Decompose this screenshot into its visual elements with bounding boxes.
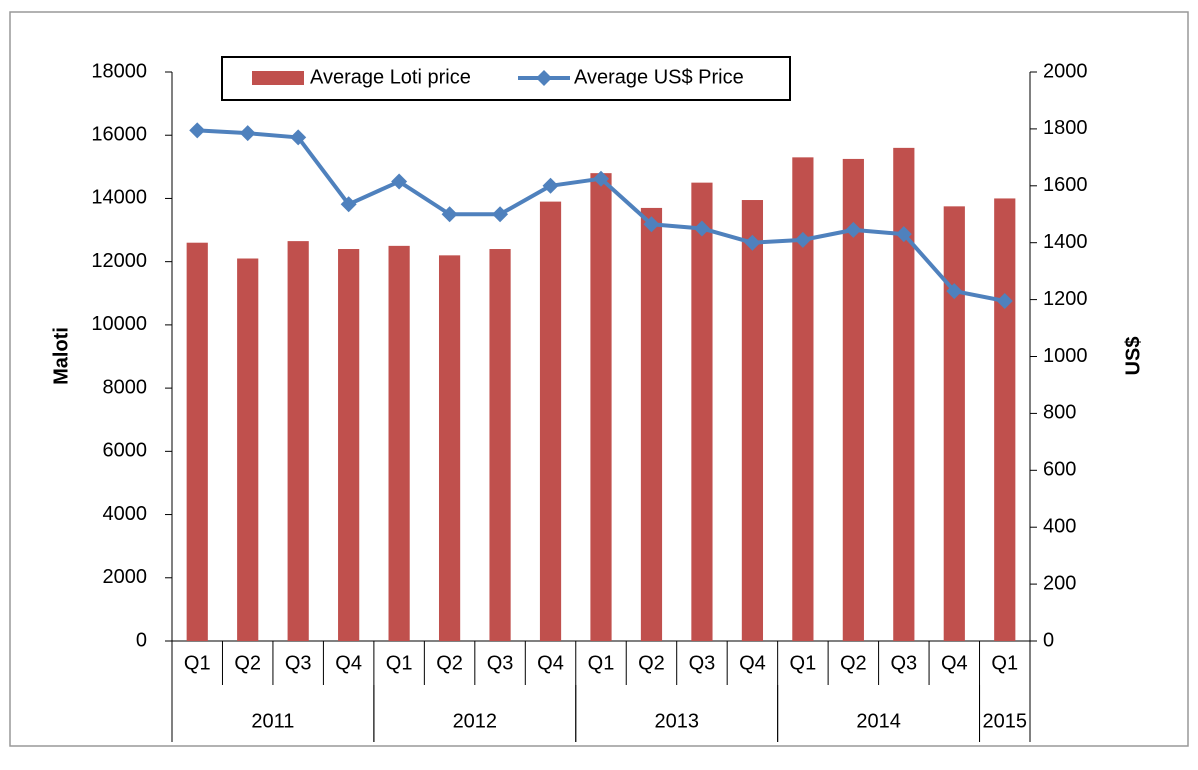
x-tick-label: Q4 xyxy=(941,652,968,674)
x-tick-label: Q3 xyxy=(487,652,514,674)
y-tick-label: 10000 xyxy=(91,313,147,335)
bar xyxy=(539,201,562,641)
bar xyxy=(438,255,461,641)
line-marker xyxy=(189,122,206,139)
x-tick-label: Q3 xyxy=(890,652,917,674)
legend-swatch xyxy=(252,71,304,85)
line-marker xyxy=(996,293,1013,310)
group-label: 2012 xyxy=(453,710,498,732)
y-tick-label: 18000 xyxy=(91,60,147,82)
line-marker xyxy=(744,234,761,251)
y-tick-label: 16000 xyxy=(91,124,147,146)
line-marker xyxy=(895,226,912,243)
bar xyxy=(842,158,864,642)
line-marker xyxy=(845,221,862,238)
y2-tick-label: 1400 xyxy=(1043,231,1088,253)
x-tick-label: Q4 xyxy=(335,652,362,674)
bar xyxy=(893,147,915,641)
line-marker xyxy=(290,129,307,146)
legend-label: Average Loti price xyxy=(310,66,471,88)
y-tick-label: 8000 xyxy=(103,376,148,398)
y-tick-label: 14000 xyxy=(91,187,147,209)
bar xyxy=(994,198,1016,641)
y2-tick-label: 0 xyxy=(1043,629,1054,651)
y2-tick-label: 1000 xyxy=(1043,345,1088,367)
line-marker xyxy=(643,216,660,233)
legend-label: Average US$ Price xyxy=(574,66,744,88)
bar xyxy=(741,200,764,641)
line-marker xyxy=(693,220,710,237)
bar xyxy=(338,249,360,641)
bar xyxy=(186,242,208,641)
line-marker xyxy=(492,206,509,223)
y2-tick-label: 1600 xyxy=(1043,174,1088,196)
bar xyxy=(691,182,713,641)
x-tick-label: Q2 xyxy=(234,652,261,674)
y-axis-title: Maloti xyxy=(50,327,72,385)
x-tick-label: Q3 xyxy=(285,652,312,674)
x-tick-label: Q1 xyxy=(184,652,211,674)
x-tick-label: Q1 xyxy=(790,652,817,674)
line-marker xyxy=(593,170,609,187)
line-marker xyxy=(794,231,811,248)
x-tick-label: Q2 xyxy=(436,652,463,674)
x-tick-label: Q3 xyxy=(689,652,716,674)
y2-tick-label: 1200 xyxy=(1043,288,1088,310)
legend-box xyxy=(221,56,791,101)
bar xyxy=(237,258,259,641)
bar xyxy=(792,157,814,641)
x-tick-label: Q1 xyxy=(386,652,413,674)
x-tick-label: Q4 xyxy=(537,652,564,674)
group-label: 2015 xyxy=(983,710,1028,732)
bar xyxy=(287,241,309,641)
legend-marker xyxy=(536,70,552,86)
x-tick-label: Q2 xyxy=(840,652,867,674)
line-marker xyxy=(441,206,458,223)
line-marker xyxy=(340,196,357,213)
y2-tick-label: 1800 xyxy=(1043,117,1088,139)
line-marker xyxy=(542,177,559,194)
bar xyxy=(489,249,511,641)
group-label: 2014 xyxy=(856,710,901,732)
y-tick-label: 4000 xyxy=(103,503,148,525)
y-tick-label: 12000 xyxy=(91,250,147,272)
bar xyxy=(943,206,965,641)
y-tick-label: 2000 xyxy=(103,566,148,588)
line-marker xyxy=(946,283,963,300)
bar xyxy=(640,207,663,641)
y2-axis-title: US$ xyxy=(1122,337,1144,376)
y2-tick-label: 400 xyxy=(1043,515,1076,537)
group-label: 2011 xyxy=(251,710,294,732)
x-tick-label: Q1 xyxy=(588,652,615,674)
y2-tick-label: 2000 xyxy=(1043,60,1088,82)
bar xyxy=(590,173,612,641)
bar xyxy=(388,245,410,641)
x-tick-label: Q2 xyxy=(638,652,665,674)
y2-tick-label: 600 xyxy=(1043,459,1076,481)
y-tick-label: 0 xyxy=(136,629,147,651)
y2-tick-label: 200 xyxy=(1043,572,1076,594)
line-marker xyxy=(239,125,256,142)
y-tick-label: 6000 xyxy=(103,440,148,462)
group-label: 2013 xyxy=(654,710,699,732)
line-marker xyxy=(391,173,408,190)
x-tick-label: Q1 xyxy=(991,652,1018,674)
x-tick-label: Q4 xyxy=(739,652,766,674)
y2-tick-label: 800 xyxy=(1043,402,1076,424)
